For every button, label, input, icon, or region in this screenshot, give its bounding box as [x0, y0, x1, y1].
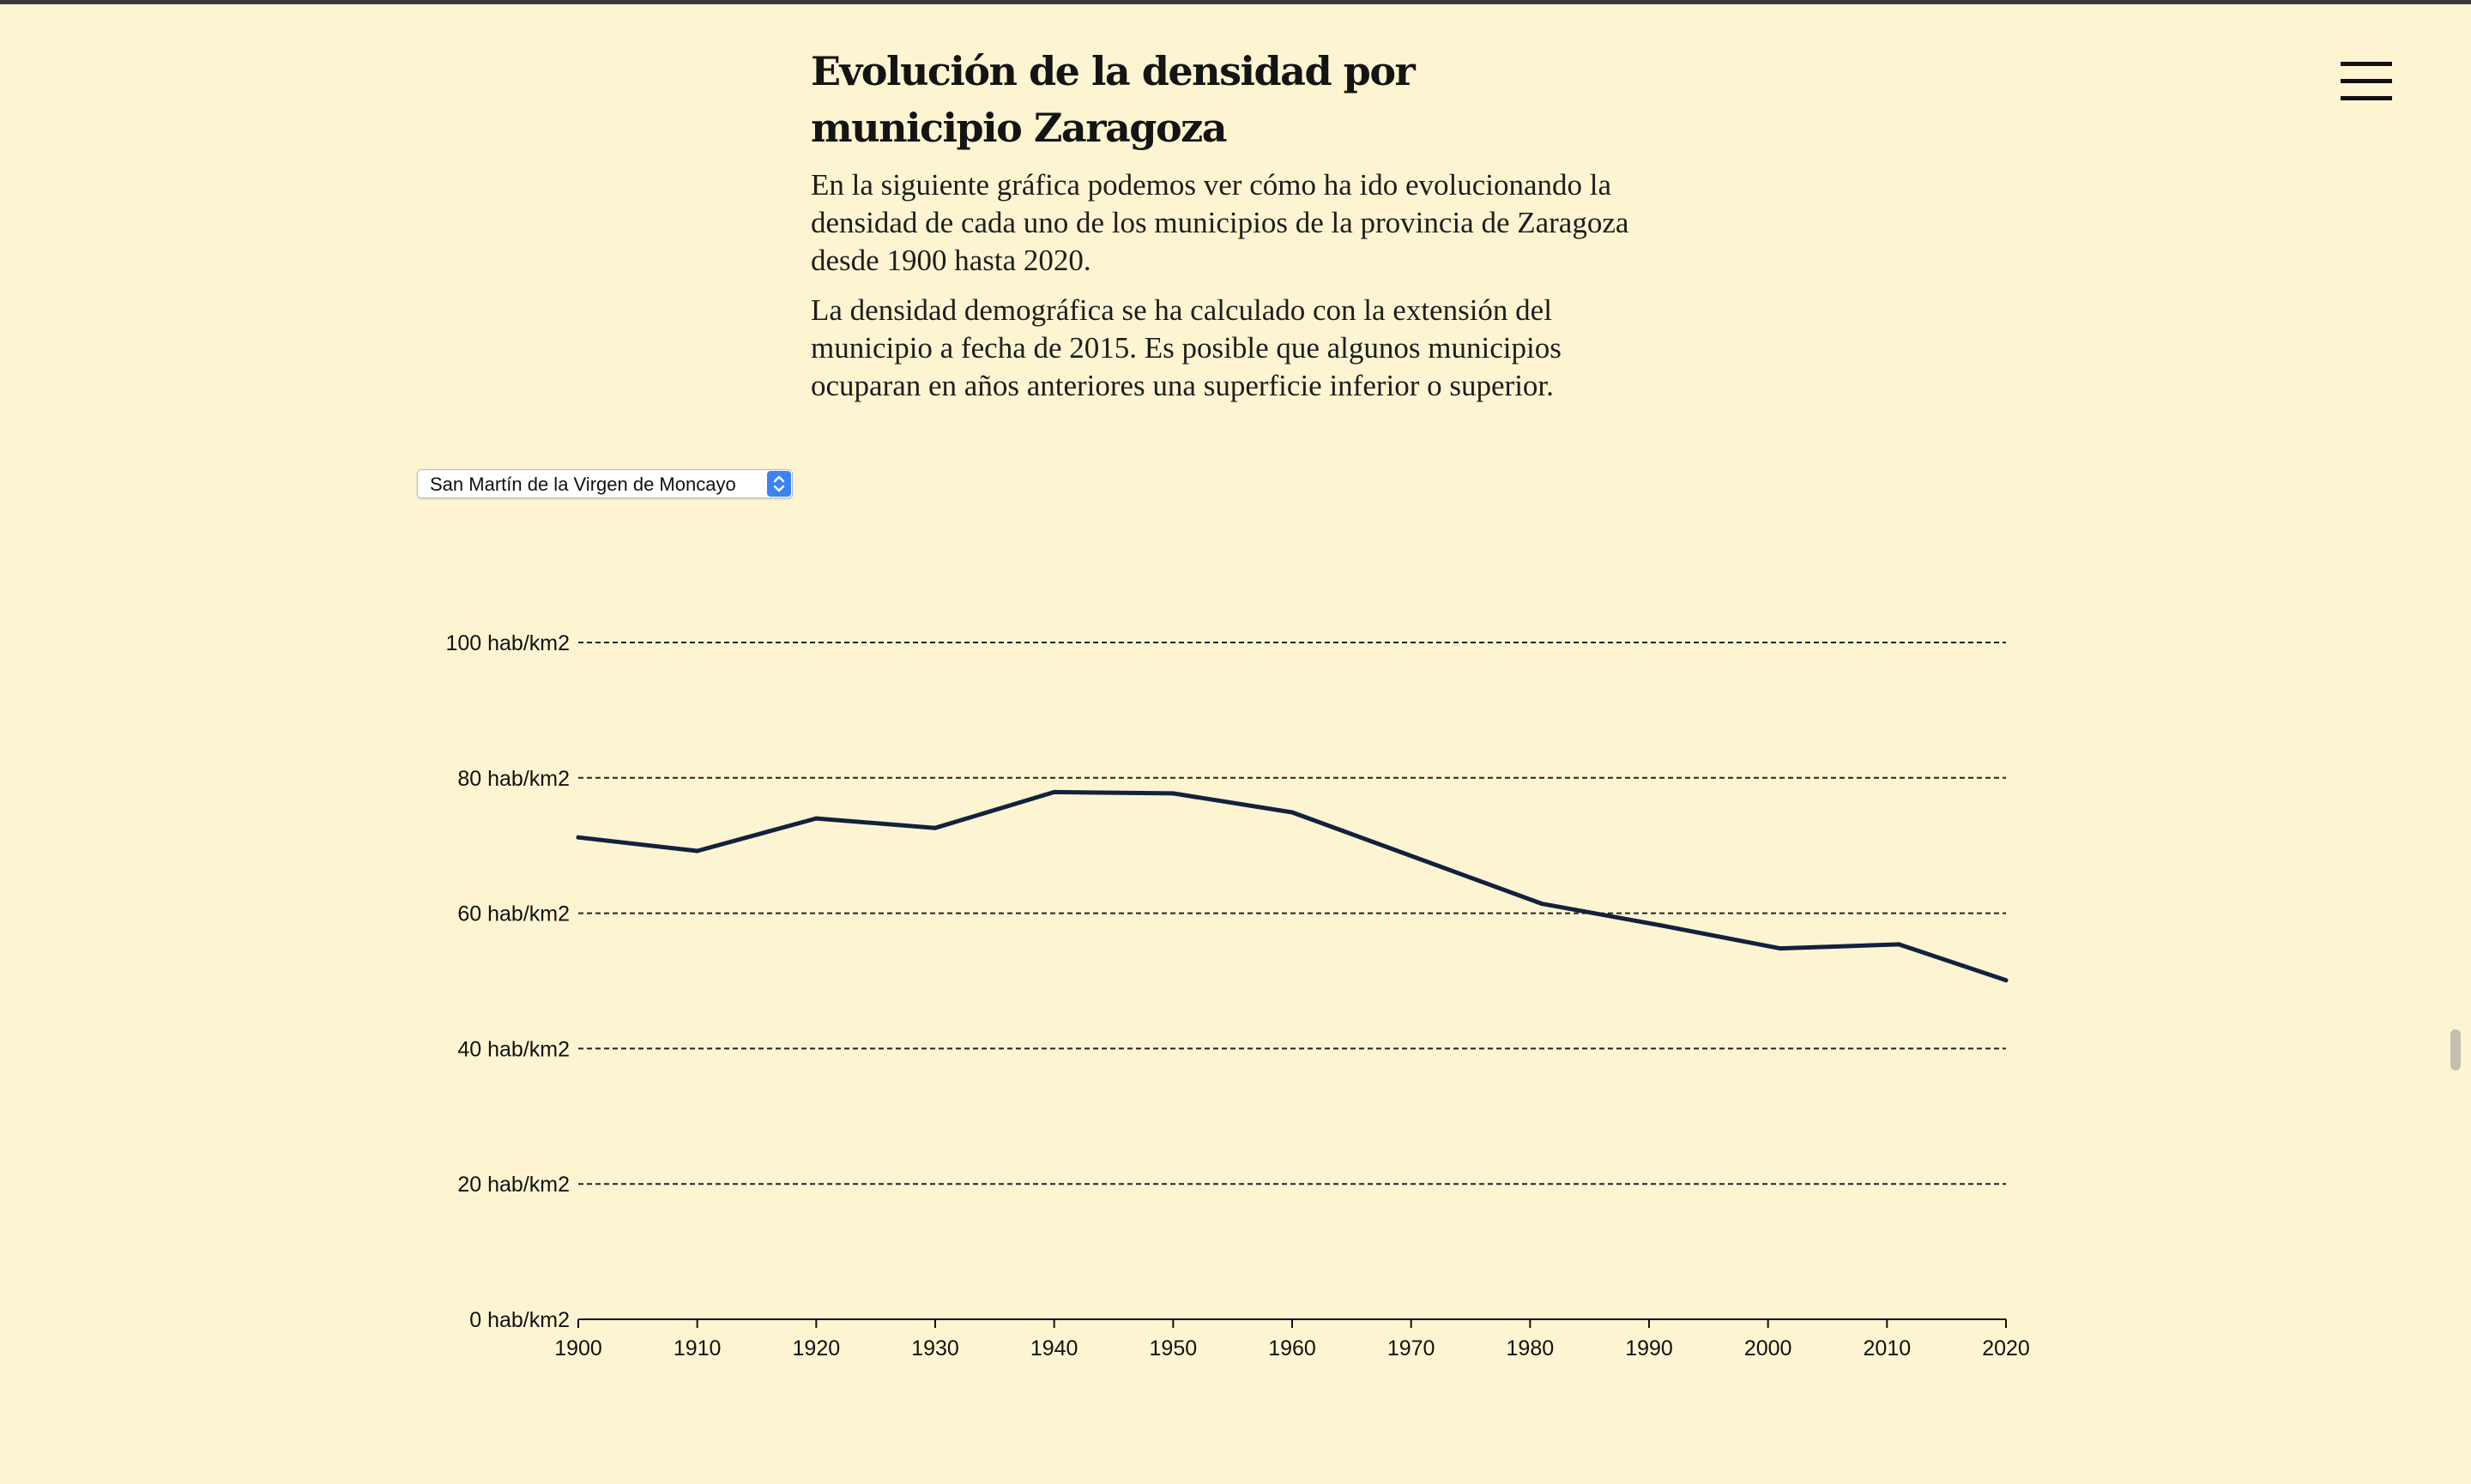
- x-tick-label: 2020: [1982, 1336, 2030, 1360]
- x-tick-label: 1970: [1387, 1336, 1435, 1360]
- density-data-point: [1778, 946, 1783, 951]
- density-data-point: [1052, 789, 1057, 794]
- page-title: Evolución de la densidad por municipio Z…: [811, 48, 1416, 151]
- density-data-point: [576, 835, 581, 840]
- x-tick-label: 1910: [674, 1336, 722, 1360]
- x-tick-label: 2000: [1744, 1336, 1792, 1360]
- density-data-point: [1539, 902, 1544, 907]
- menu-bar-bottom: [2341, 96, 2392, 100]
- x-tick-label: 1950: [1150, 1336, 1198, 1360]
- hamburger-menu-icon[interactable]: [2341, 62, 2392, 101]
- y-tick-label: 60 hab/km2: [457, 902, 570, 926]
- x-tick-label: 1980: [1507, 1336, 1555, 1360]
- x-tick-label: 1990: [1625, 1336, 1673, 1360]
- density-data-point: [695, 848, 700, 854]
- x-tick-label: 2010: [1864, 1336, 1912, 1360]
- browser-top-edge: [0, 0, 2471, 4]
- density-series-line: [576, 789, 2009, 983]
- x-tick-label: 1900: [554, 1336, 602, 1360]
- density-data-point: [1170, 791, 1175, 796]
- density-data-point: [1290, 810, 1295, 815]
- density-data-point: [2003, 978, 2009, 983]
- select-stepper-icon[interactable]: [767, 471, 791, 497]
- menu-bar-middle: [2341, 79, 2392, 83]
- density-data-point: [1896, 942, 1901, 947]
- x-tick-label: 1920: [793, 1336, 841, 1360]
- density-data-point: [1658, 923, 1664, 928]
- x-tick-label: 1940: [1030, 1336, 1078, 1360]
- intro-paragraph: En la siguiente gráfica podemos ver cómo…: [811, 168, 1629, 277]
- methodology-paragraph: La densidad demográfica se ha calculado …: [811, 293, 1562, 402]
- y-tick-label: 40 hab/km2: [457, 1037, 570, 1061]
- article-header: Evolución de la densidad por municipio Z…: [811, 43, 1634, 405]
- municipality-select-value: San Martín de la Virgen de Moncayo: [430, 474, 736, 495]
- x-tick-label: 1930: [911, 1336, 959, 1360]
- page-scrollbar[interactable]: [2445, 0, 2471, 1484]
- scrollbar-thumb[interactable]: [2450, 1029, 2461, 1071]
- y-tick-label: 0 hab/km2: [469, 1308, 570, 1332]
- y-tick-label: 20 hab/km2: [457, 1173, 570, 1197]
- municipality-select[interactable]: San Martín de la Virgen de Moncayo: [417, 469, 793, 498]
- y-tick-label: 100 hab/km2: [445, 631, 570, 655]
- density-data-point: [933, 825, 938, 830]
- y-tick-label: 80 hab/km2: [457, 767, 570, 791]
- x-tick-label: 1960: [1268, 1336, 1316, 1360]
- density-data-point: [813, 816, 819, 821]
- menu-bar-top: [2341, 62, 2392, 66]
